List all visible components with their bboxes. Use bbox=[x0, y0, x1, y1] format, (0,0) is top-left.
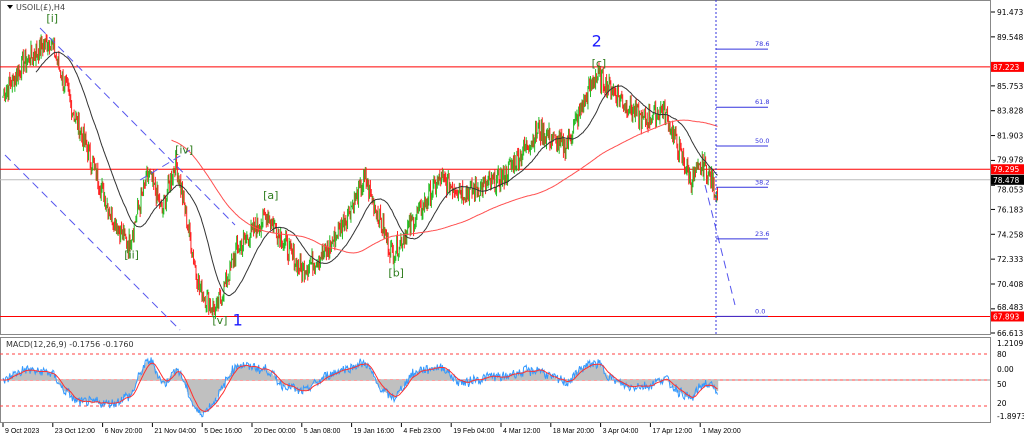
wave-label: [b] bbox=[388, 266, 404, 279]
time-tick-label: 3 Apr 04:00 bbox=[603, 428, 639, 435]
price-label: 79.295 bbox=[993, 165, 1019, 174]
price-tick-label: 89.548 bbox=[997, 33, 1023, 42]
price-tick-label: 68.483 bbox=[997, 303, 1023, 312]
main-pane bbox=[0, 0, 991, 335]
time-tick-label: 5 Dec 16:00 bbox=[204, 428, 242, 435]
price-tick-label: 81.903 bbox=[997, 132, 1023, 141]
current-price-label: 78.478 bbox=[993, 176, 1019, 185]
collapse-triangle-icon[interactable] bbox=[7, 5, 13, 9]
wave-label: [v] bbox=[212, 314, 227, 327]
time-tick-label: 20 Dec 00:00 bbox=[254, 428, 296, 435]
wave-label: [ii] bbox=[124, 248, 139, 261]
price-label-bg bbox=[991, 311, 1024, 322]
symbol-label: USOIL(£),H4 bbox=[16, 3, 65, 12]
price-label-bg bbox=[991, 164, 1024, 175]
signal-line bbox=[2, 362, 718, 412]
current-price-bg bbox=[991, 174, 1024, 185]
macd-tick-label: 80 bbox=[997, 350, 1007, 359]
fib-level-label: 50.0 bbox=[755, 137, 769, 145]
wave-label: [c] bbox=[592, 57, 607, 70]
macd-tick-label: 50 bbox=[997, 380, 1007, 389]
price-tick-label: 66.613 bbox=[997, 329, 1023, 338]
price-tick-label: 85.753 bbox=[997, 82, 1023, 91]
fib-level-label: 0.0 bbox=[755, 307, 765, 315]
fib-level-label: 78.6 bbox=[755, 40, 769, 48]
fib-level-label: 38.2 bbox=[755, 178, 769, 186]
trend-line bbox=[39, 27, 236, 226]
macd-label: MACD(12,26,9) -0.1756 -0.1760 bbox=[6, 340, 134, 349]
macd-tick-label: 0.00 bbox=[997, 365, 1014, 374]
price-tick-label: 78.053 bbox=[997, 185, 1023, 194]
price-label: 87.223 bbox=[993, 63, 1019, 72]
time-tick-label: 23 Oct 12:00 bbox=[55, 428, 95, 435]
price-tick-label: 91.473 bbox=[997, 8, 1023, 17]
time-tick-label: 18 Mar 20:00 bbox=[553, 428, 594, 435]
macd-tick-label: 1.2109 bbox=[997, 339, 1023, 348]
time-tick-label: 9 Oct 2023 bbox=[5, 428, 39, 435]
trend-line bbox=[4, 154, 181, 331]
slow-moving-average bbox=[171, 119, 718, 254]
trend-line bbox=[139, 149, 191, 181]
price-tick-label: 74.258 bbox=[997, 230, 1023, 239]
trend-line bbox=[704, 184, 736, 306]
wave-label: 2 bbox=[592, 32, 602, 51]
price-label-bg bbox=[991, 61, 1024, 72]
wave-label: [i] bbox=[46, 12, 58, 25]
time-tick-label: 4 Feb 23:00 bbox=[403, 428, 440, 435]
fib-level-label: 61.8 bbox=[755, 98, 769, 106]
time-tick-label: 17 Apr 12:00 bbox=[652, 428, 692, 435]
fast-moving-average bbox=[35, 51, 718, 297]
price-tick-label: 76.183 bbox=[997, 205, 1023, 214]
price-label: 67.893 bbox=[993, 312, 1019, 321]
price-tick-label: 79.978 bbox=[997, 156, 1023, 165]
price-tick-label: 72.333 bbox=[997, 255, 1023, 264]
time-tick-label: 19 Feb 04:00 bbox=[453, 428, 494, 435]
wave-label: 1 bbox=[233, 310, 243, 329]
time-tick-label: 6 Nov 20:00 bbox=[105, 428, 143, 435]
time-tick-label: 5 Jan 08:00 bbox=[304, 428, 341, 435]
time-tick-label: 1 May 20:00 bbox=[702, 428, 741, 435]
price-tick-label: 70.408 bbox=[997, 280, 1023, 289]
wave-label: [iv] bbox=[175, 144, 193, 157]
time-tick-label: 19 Jan 16:00 bbox=[354, 428, 395, 435]
time-tick-label: 21 Nov 04:00 bbox=[154, 428, 196, 435]
price-tick-label: 83.828 bbox=[997, 107, 1023, 116]
time-tick-label: 4 Mar 12:00 bbox=[503, 428, 540, 435]
wave-label: [a] bbox=[263, 189, 278, 202]
macd-tick-label: 20 bbox=[997, 399, 1007, 408]
fib-level-label: 23.6 bbox=[755, 230, 769, 238]
macd-tick-label: -1.8973 bbox=[997, 412, 1024, 421]
